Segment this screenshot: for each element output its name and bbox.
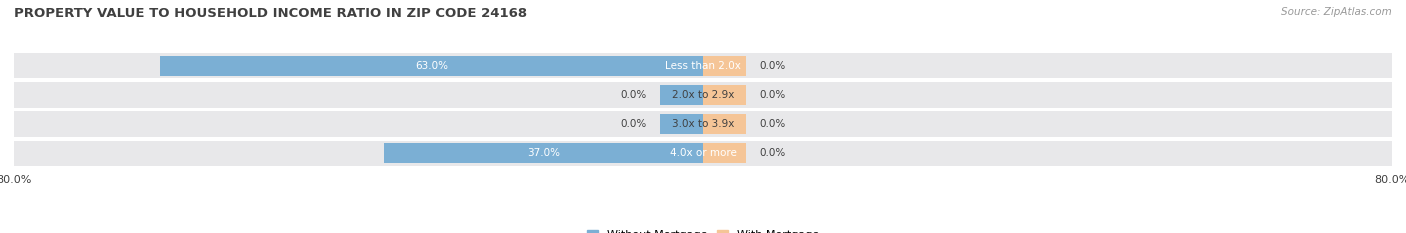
Bar xyxy=(14,53,1392,79)
Bar xyxy=(160,56,703,75)
Text: Source: ZipAtlas.com: Source: ZipAtlas.com xyxy=(1281,7,1392,17)
Bar xyxy=(14,82,1392,108)
Text: 63.0%: 63.0% xyxy=(415,61,449,71)
Text: 37.0%: 37.0% xyxy=(527,148,560,158)
Bar xyxy=(14,111,1392,137)
Legend: Without Mortgage, With Mortgage: Without Mortgage, With Mortgage xyxy=(582,226,824,233)
Bar xyxy=(703,144,747,163)
Bar xyxy=(384,144,703,163)
Text: 0.0%: 0.0% xyxy=(759,119,785,129)
Bar xyxy=(703,114,747,134)
Bar xyxy=(703,56,747,75)
Text: 0.0%: 0.0% xyxy=(759,61,785,71)
Text: 0.0%: 0.0% xyxy=(621,90,647,100)
Bar xyxy=(14,140,1392,166)
Text: 0.0%: 0.0% xyxy=(759,90,785,100)
Bar xyxy=(659,114,703,134)
Text: 0.0%: 0.0% xyxy=(621,119,647,129)
Text: Less than 2.0x: Less than 2.0x xyxy=(665,61,741,71)
Text: PROPERTY VALUE TO HOUSEHOLD INCOME RATIO IN ZIP CODE 24168: PROPERTY VALUE TO HOUSEHOLD INCOME RATIO… xyxy=(14,7,527,20)
Text: 2.0x to 2.9x: 2.0x to 2.9x xyxy=(672,90,734,100)
Bar xyxy=(659,85,703,105)
Text: 4.0x or more: 4.0x or more xyxy=(669,148,737,158)
Text: 3.0x to 3.9x: 3.0x to 3.9x xyxy=(672,119,734,129)
Text: 0.0%: 0.0% xyxy=(759,148,785,158)
Bar xyxy=(703,85,747,105)
